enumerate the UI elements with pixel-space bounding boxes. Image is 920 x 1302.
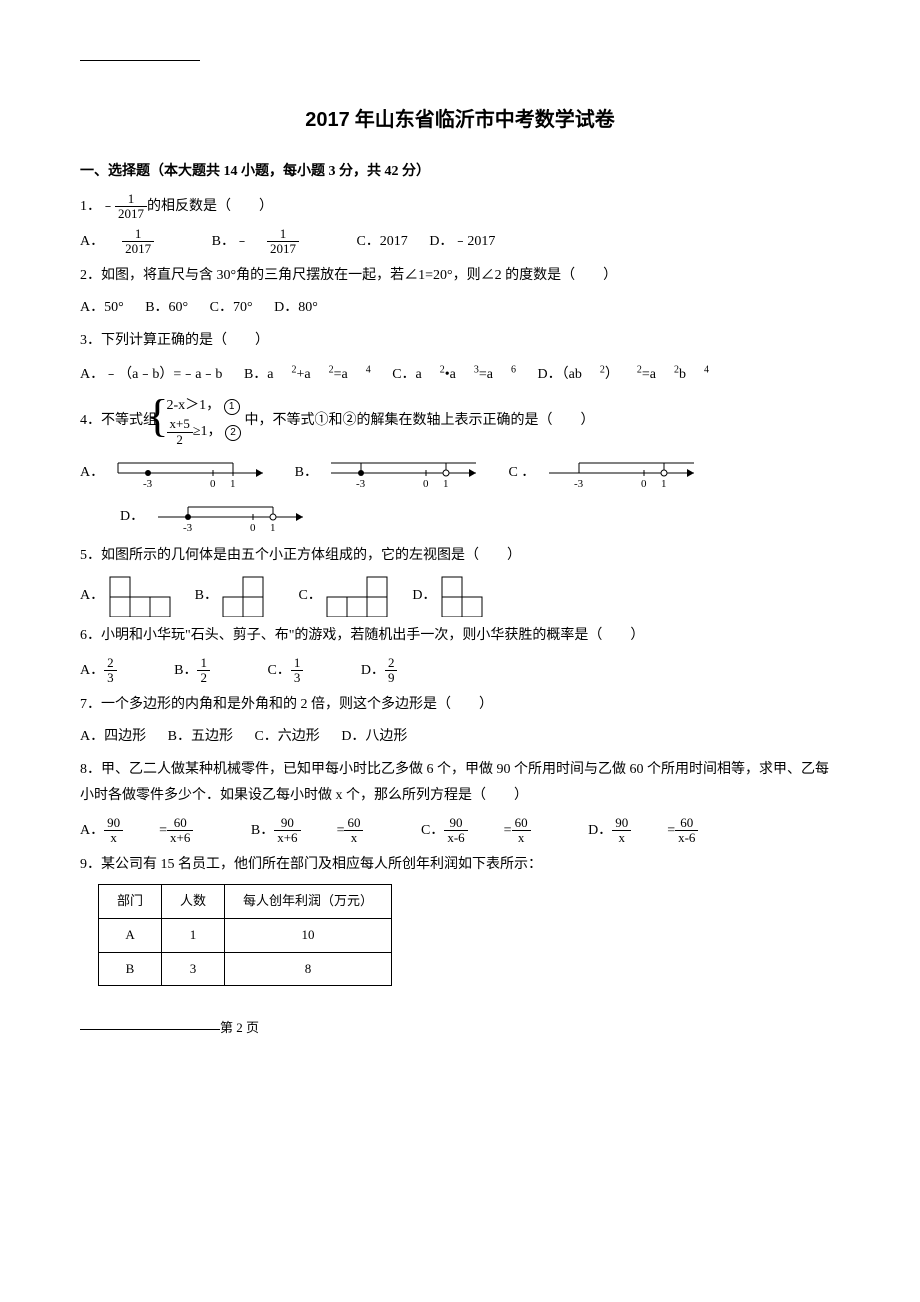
q1-opt-a: A．12017 [80,234,190,249]
question-9: 9．某公司有 15 名员工，他们所在部门及相应每人所创年利润如下表所示： [80,852,840,879]
q5-opt-c-label: C． [298,589,321,604]
q1-opt-d: D．﹣2017 [429,234,495,249]
q4-opt-d-label: D． [120,509,144,524]
q6-opt-a: A．23 [80,663,153,678]
view-a [108,575,178,617]
q1-stem-a: 1．﹣ [80,199,115,214]
q4-system: { 2-x＞1， 1 x+52≥1， 2 [161,395,242,447]
q7-opt-b: B．五边形 [168,729,233,744]
q7-opt-c: C．六边形 [254,729,319,744]
q4-opt-b-label: B． [295,465,318,480]
svg-text:0: 0 [641,478,647,490]
svg-text:0: 0 [423,478,429,490]
q4-options: A． -3 0 1 B． -3 0 1 C ． -3 [80,453,840,493]
question-3: 3．下列计算正确的是（ ） [80,328,840,355]
title-year: 2017 [305,109,350,131]
q3-opt-b: B．a2+a2=a4 [244,367,371,382]
q2-opt-a: A．50° [80,300,124,315]
view-c [325,575,395,617]
question-1: 1．﹣12017的相反数是（ ） [80,192,840,222]
svg-text:-3: -3 [183,522,193,534]
svg-text:1: 1 [230,478,236,490]
q6-opt-c: C．13 [267,663,339,678]
question-7: 7．一个多边形的内角和是外角和的 2 倍，则这个多边形是（ ） [80,692,840,719]
number-line-a: -3 0 1 [108,453,278,493]
q6-options: A．23 B．12 C．13 D．29 [80,656,840,686]
question-8: 8．甲、乙二人做某种机械零件，已知甲每小时比乙多做 6 个，甲做 90 个所用时… [80,757,840,810]
q2-opt-d: D．80° [274,300,318,315]
th-dept: 部门 [99,885,162,919]
svg-text:-3: -3 [356,478,366,490]
svg-text:-3: -3 [143,478,153,490]
q1-frac: 12017 [115,192,147,222]
q7-opt-d: D．八边形 [341,729,407,744]
q4-opt-c-label: C ． [508,465,535,480]
title-rest: 年山东省临沂市中考数学试卷 [350,109,615,131]
q2-opt-b: B．60° [145,300,188,315]
question-6: 6．小明和小华玩"石头、剪子、布"的游戏，若随机出手一次，则小华获胜的概率是（ … [80,623,840,650]
q1-opt-c: C．2017 [356,234,407,249]
q6-opt-d: D．29 [361,663,434,678]
q2-options: A．50° B．60° C．70° D．80° [80,295,840,322]
q2-opt-c: C．70° [210,300,253,315]
q8-opt-c: C．90x-6=60x [421,823,567,838]
q3-options: A．﹣（a﹣b）=﹣a﹣b B．a2+a2=a4 C．a2•a3=a6 D．（a… [80,361,840,389]
number-line-d: -3 0 1 [148,497,318,537]
table-row: 部门 人数 每人创年利润（万元） [99,885,392,919]
q4-opt-a-label: A． [80,465,104,480]
page-footer: 第 2 页 [80,1016,840,1041]
table-row: B 3 8 [99,952,392,986]
number-line-b: -3 0 1 [321,453,491,493]
header-rule [80,60,200,61]
q5-opt-b-label: B． [195,589,218,604]
th-count: 人数 [162,885,225,919]
question-2: 2．如图，将直尺与含 30°角的三角尺摆放在一起，若∠1=20°，则∠2 的度数… [80,263,840,290]
q5-opt-d-label: D． [412,589,436,604]
q1-options: A．12017 B．﹣12017 C．2017 D．﹣2017 [80,227,840,257]
view-d [440,575,490,617]
q7-opt-a: A．四边形 [80,729,146,744]
q7-options: A．四边形 B．五边形 C．六边形 D．八边形 [80,724,840,751]
svg-text:-3: -3 [574,478,584,490]
page-title: 2017 年山东省临沂市中考数学试卷 [80,101,840,139]
q1-stem-b: 的相反数是（ ） [147,199,273,214]
table-row: A 1 10 [99,918,392,952]
th-profit: 每人创年利润（万元） [225,885,392,919]
q8-opt-a: A．90x=60x+6 [80,823,229,838]
number-line-c: -3 0 1 [539,453,709,493]
q6-opt-b: B．12 [174,663,246,678]
q3-opt-d: D．（ab2）2=a2b4 [538,367,709,382]
q4-stem-a: 4．不等式组 [80,413,157,428]
question-4: 4．不等式组 { 2-x＞1， 1 x+52≥1， 2 中，不等式①和②的解集在… [80,395,840,447]
svg-text:1: 1 [443,478,449,490]
q5-opt-a-label: A． [80,589,104,604]
q4-options-row2: D． -3 0 1 [80,497,840,537]
section-heading: 一、选择题（本大题共 14 小题，每小题 3 分，共 42 分） [80,159,840,186]
circled-2-icon: 2 [225,425,241,441]
svg-text:1: 1 [270,522,276,534]
view-b [221,575,271,617]
q3-opt-a: A．﹣（a﹣b）=﹣a﹣b [80,367,222,382]
q8-opt-b: B．90x+6=60x [251,823,400,838]
q5-options: A． B． C． D． [80,575,840,617]
q1-opt-b: B．﹣12017 [212,234,335,249]
svg-text:1: 1 [661,478,667,490]
circled-1-icon: 1 [224,399,240,415]
q4-stem-b: 中，不等式①和②的解集在数轴上表示正确的是（ ） [245,413,595,428]
page-number: 第 2 页 [220,1020,259,1035]
question-5: 5．如图所示的几何体是由五个小正方体组成的，它的左视图是（ ） [80,543,840,570]
dept-table: 部门 人数 每人创年利润（万元） A 1 10 B 3 8 [98,884,392,986]
svg-text:0: 0 [210,478,216,490]
q8-options: A．90x=60x+6 B．90x+6=60x C．90x-6=60x D．90… [80,816,840,846]
svg-text:0: 0 [250,522,256,534]
q8-opt-d: D．90x=60x-6 [588,823,734,838]
q3-opt-c: C．a2•a3=a6 [392,367,516,382]
